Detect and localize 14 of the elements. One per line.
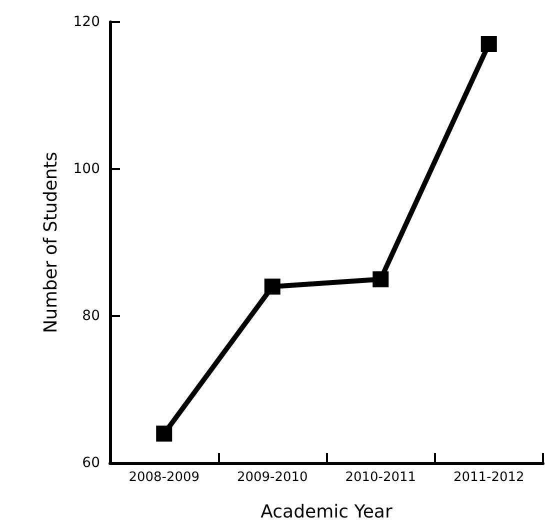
point (372, 271, 389, 288)
y-tick-label: 60 (82, 455, 100, 471)
x-axis-title: Academic Year (260, 502, 393, 522)
y-tick-label: 100 (73, 161, 100, 177)
point (156, 426, 172, 442)
y-tick-label: 120 (73, 14, 100, 30)
x-tick-label: 2009-2010 (236, 470, 308, 485)
x-tick-label: 2008-2009 (128, 470, 200, 485)
y-tick-label: 80 (82, 308, 100, 324)
x-tick-label: 2011-2012 (453, 470, 524, 485)
x-tick-label: 2010-2011 (345, 470, 416, 485)
point (264, 278, 280, 295)
point (480, 36, 497, 52)
y-axis-title: Number of Students (40, 152, 62, 334)
